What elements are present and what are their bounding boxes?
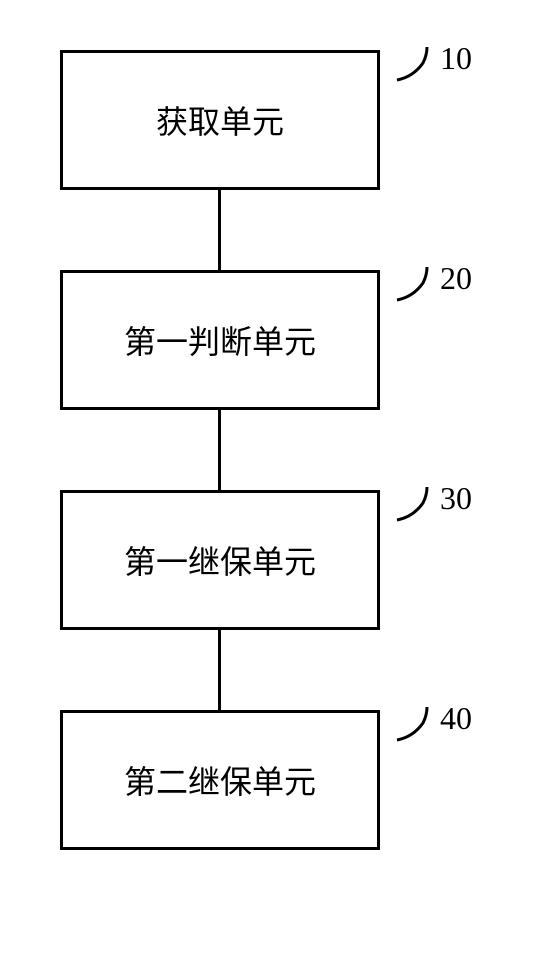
reference-label-group: 40: [395, 705, 472, 745]
reference-number: 10: [440, 40, 472, 77]
curve-connector-icon: [395, 45, 435, 85]
block-label: 第一判断单元: [124, 317, 316, 363]
reference-label-group: 20: [395, 265, 472, 305]
reference-number: 30: [440, 480, 472, 517]
connector-line: [218, 630, 221, 710]
reference-label-group: 10: [395, 45, 472, 85]
block-second-relay-unit: 第二继保单元 40: [60, 710, 380, 850]
reference-number: 40: [440, 700, 472, 737]
connector-line: [218, 410, 221, 490]
block-first-relay-unit: 第一继保单元 30: [60, 490, 380, 630]
block-acquisition-unit: 获取单元 10: [60, 50, 380, 190]
reference-label-group: 30: [395, 485, 472, 525]
curve-connector-icon: [395, 485, 435, 525]
connector-line: [218, 190, 221, 270]
block-label: 第二继保单元: [124, 757, 316, 803]
reference-number: 20: [440, 260, 472, 297]
curve-connector-icon: [395, 705, 435, 745]
flowchart-diagram: 获取单元 10 第一判断单元 20 第一继保单元 30 第二继保单元: [60, 50, 480, 850]
block-first-judgment-unit: 第一判断单元 20: [60, 270, 380, 410]
block-label: 获取单元: [156, 97, 284, 143]
curve-connector-icon: [395, 265, 435, 305]
block-label: 第一继保单元: [124, 537, 316, 583]
